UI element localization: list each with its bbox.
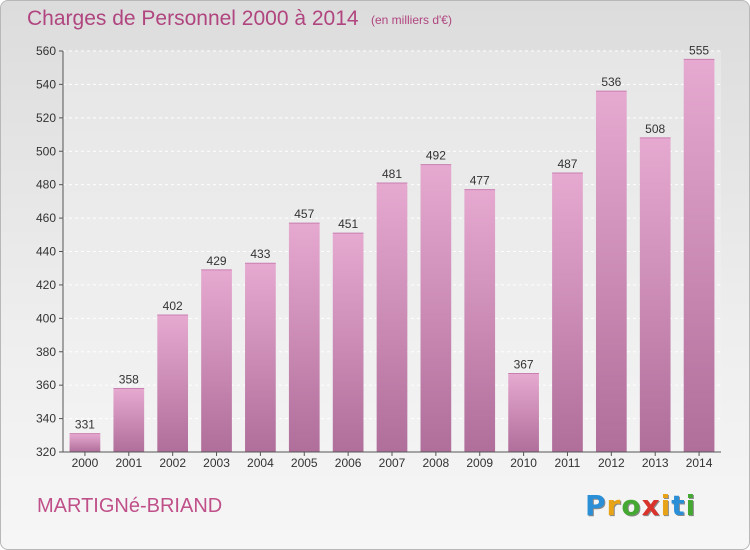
data-label: 433: [250, 247, 270, 261]
bar: [683, 59, 715, 453]
bar: [157, 314, 189, 452]
city-name: MARTIGNé-BRIAND: [37, 495, 223, 517]
y-tick-label: 520: [36, 111, 56, 125]
x-tick-label: 2010: [510, 456, 537, 470]
y-tick-label: 540: [36, 77, 56, 91]
y-tick-label: 440: [36, 245, 56, 259]
y-tick-label: 480: [36, 178, 56, 192]
y-tick-label: 460: [36, 211, 56, 225]
logo-letter: i: [685, 489, 697, 522]
bar: [508, 373, 539, 452]
bar: [245, 263, 276, 452]
bar: [113, 388, 145, 452]
y-tick-label: 400: [36, 311, 56, 325]
data-label: 487: [557, 157, 577, 171]
bar: [595, 91, 627, 452]
x-tick-label: 2004: [247, 456, 274, 470]
y-tick-label: 320: [36, 445, 56, 459]
data-label: 451: [338, 217, 358, 231]
data-label: 481: [382, 167, 402, 181]
logo-letter: P: [585, 489, 607, 522]
x-tick-label: 2003: [203, 456, 230, 470]
data-label: 331: [75, 418, 95, 432]
data-label: 402: [163, 299, 183, 313]
x-tick-label: 2008: [423, 456, 450, 470]
chart-subtitle: (en milliers d'€): [371, 13, 452, 27]
data-label: 358: [119, 373, 139, 387]
x-tick-label: 2013: [642, 456, 669, 470]
x-tick-label: 2014: [686, 456, 713, 470]
logo-letter: i: [660, 489, 672, 522]
y-tick-label: 380: [36, 345, 56, 359]
x-tick-label: 2001: [115, 456, 142, 470]
y-tick-label: 500: [36, 144, 56, 158]
x-tick-label: 2007: [379, 456, 406, 470]
bar: [376, 182, 408, 452]
y-tick-label: 560: [36, 44, 56, 58]
y-tick-label: 340: [36, 412, 56, 426]
data-label: 457: [294, 207, 314, 221]
y-tick-label: 360: [36, 378, 56, 392]
bar: [464, 189, 496, 452]
bar: [420, 164, 452, 452]
bar: [201, 269, 232, 452]
data-label: 555: [689, 43, 709, 57]
data-label: 429: [207, 254, 227, 268]
data-label: 477: [470, 174, 490, 188]
chart-title: Charges de Personnel 2000 à 2014: [27, 7, 359, 30]
logo-letter: x: [641, 489, 661, 522]
proxiti-logo[interactable]: Proxiti: [585, 489, 696, 522]
data-label: 536: [601, 75, 621, 89]
x-tick-label: 2006: [335, 456, 362, 470]
x-tick-label: 2012: [598, 456, 625, 470]
x-tick-label: 2000: [72, 456, 99, 470]
logo-letter: t: [671, 489, 686, 522]
x-tick-label: 2009: [466, 456, 493, 470]
x-tick-label: 2002: [159, 456, 186, 470]
bar: [332, 233, 364, 452]
x-tick-label: 2005: [291, 456, 318, 470]
data-label: 508: [645, 122, 665, 136]
data-label: 367: [514, 357, 534, 371]
logo-letter: o: [621, 489, 642, 522]
bar: [552, 172, 583, 453]
y-tick-label: 420: [36, 278, 56, 292]
x-tick-label: 2011: [555, 456, 581, 470]
bar: [288, 223, 320, 452]
data-label: 492: [426, 149, 446, 163]
bar: [69, 433, 101, 452]
bar: [639, 137, 671, 452]
logo-letter: r: [606, 489, 622, 522]
